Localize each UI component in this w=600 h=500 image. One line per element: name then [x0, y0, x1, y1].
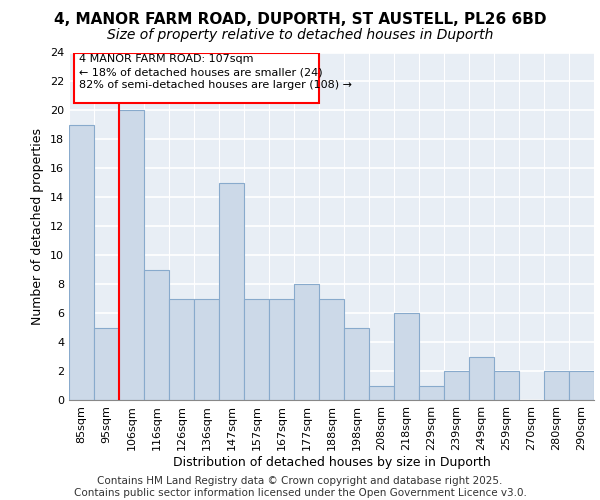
Bar [319, 298, 344, 400]
Bar [219, 183, 244, 400]
Bar [269, 298, 294, 400]
FancyBboxPatch shape [74, 52, 319, 103]
Bar [544, 371, 569, 400]
Bar [294, 284, 319, 400]
Text: Contains HM Land Registry data © Crown copyright and database right 2025.
Contai: Contains HM Land Registry data © Crown c… [74, 476, 526, 498]
Bar [344, 328, 369, 400]
Bar [469, 356, 494, 400]
Bar [244, 298, 269, 400]
Bar [94, 328, 119, 400]
Bar [169, 298, 194, 400]
Bar [144, 270, 169, 400]
Text: 4, MANOR FARM ROAD, DUPORTH, ST AUSTELL, PL26 6BD: 4, MANOR FARM ROAD, DUPORTH, ST AUSTELL,… [54, 12, 546, 28]
Bar [119, 110, 144, 400]
Bar [569, 371, 594, 400]
Text: Size of property relative to detached houses in Duporth: Size of property relative to detached ho… [107, 28, 493, 42]
X-axis label: Distribution of detached houses by size in Duporth: Distribution of detached houses by size … [173, 456, 490, 468]
Text: 4 MANOR FARM ROAD: 107sqm
← 18% of detached houses are smaller (24)
82% of semi-: 4 MANOR FARM ROAD: 107sqm ← 18% of detac… [79, 54, 352, 90]
Bar [419, 386, 444, 400]
Bar [494, 371, 519, 400]
Bar [369, 386, 394, 400]
Bar [394, 313, 419, 400]
Bar [444, 371, 469, 400]
Bar [69, 125, 94, 400]
Y-axis label: Number of detached properties: Number of detached properties [31, 128, 44, 325]
Bar [194, 298, 219, 400]
